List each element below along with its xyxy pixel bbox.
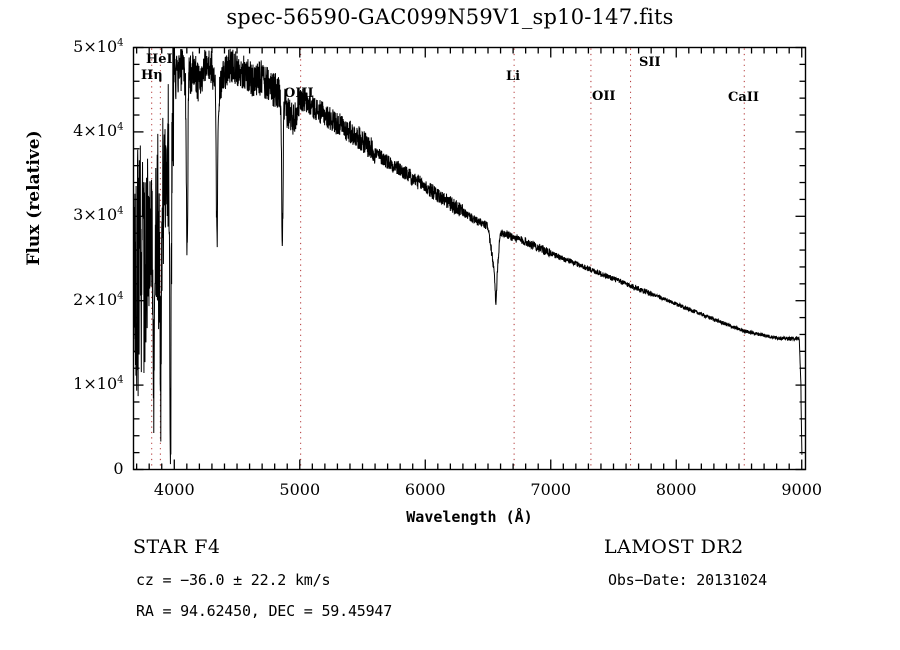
footer-coordinates: RA = 94.62450, DEC = 59.45947: [136, 602, 393, 620]
y-tick-label: 4×104: [73, 120, 124, 140]
y-tick-label: 0: [113, 458, 124, 478]
page-title: spec-56590-GAC099N59V1_sp10-147.fits: [226, 5, 674, 29]
plot-frame: [132, 46, 807, 471]
y-tick-label: 2×104: [73, 289, 124, 309]
line-label-H: Hη: [141, 68, 163, 83]
x-tick-label: 8000: [655, 479, 697, 499]
y-tick-label: 1×104: [73, 374, 124, 394]
x-tick-label: 9000: [781, 479, 823, 499]
y-tick-label: 5×104: [73, 36, 124, 56]
line-label-OII: OII: [592, 89, 616, 104]
footer-velocity: cz = −36.0 ± 22.2 km/s: [136, 571, 331, 589]
line-marker-group: [151, 48, 745, 469]
x-axis-label: Wavelength (Å): [406, 508, 533, 526]
footer-obs-date: Obs−Date: 20131024: [608, 571, 767, 589]
x-tick-label: 6000: [404, 479, 446, 499]
x-tick-label: 4000: [153, 479, 195, 499]
x-tick-label: 7000: [530, 479, 572, 499]
axis-tick-group: [133, 46, 806, 471]
x-tick-label: 5000: [279, 479, 321, 499]
line-label-SII: SII: [639, 55, 661, 70]
line-label-OIII: OIII: [284, 86, 314, 101]
line-label-Li: Li: [506, 69, 521, 84]
line-label-HeI: HeI: [146, 52, 173, 67]
footer-object-class: STAR F4: [133, 536, 221, 558]
y-tick-label: 3×104: [73, 205, 124, 225]
footer-survey: LAMOST DR2: [604, 536, 744, 558]
line-label-CaII: CaII: [728, 90, 759, 105]
spectrum-curve: [133, 47, 803, 465]
